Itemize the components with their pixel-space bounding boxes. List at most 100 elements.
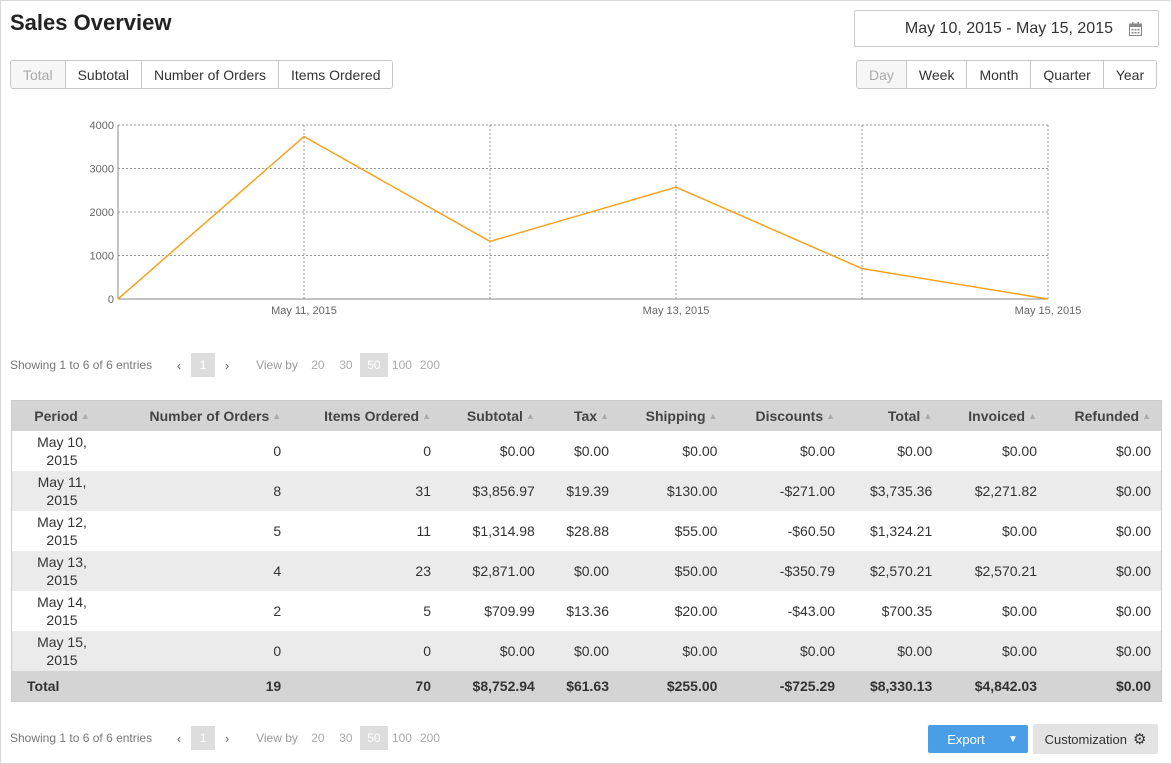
view-by-label: View by (256, 358, 298, 372)
cell-items: 0 (291, 631, 441, 671)
cell-discounts: -$350.79 (727, 551, 846, 591)
cell-orders: 5 (273, 523, 282, 539)
column-header-shipping[interactable]: Shipping ▲ (619, 401, 728, 431)
export-button[interactable]: Export ▼ (928, 725, 1028, 753)
cell-invoiced: $2,271.82 (942, 471, 1048, 511)
cell-refunded: $0.00 (1047, 471, 1161, 511)
next-page-icon[interactable]: › (224, 357, 230, 373)
tab-subtotal[interactable]: Subtotal (64, 61, 141, 88)
page-size-option[interactable]: 30 (339, 358, 353, 372)
calendar-icon[interactable] (1129, 21, 1142, 36)
tab-week[interactable]: Week (905, 61, 967, 88)
page-size-option[interactable]: 100 (391, 731, 412, 745)
cell-subtotal: $709.99 (484, 603, 535, 619)
cell-period: May 13, 2015 (12, 551, 112, 591)
table-row: May 15, 2015 0 0 $0.00 $0.00 $0.00 $0.00 $0.00 $… (12, 631, 1161, 671)
caret-down-icon[interactable]: ▼ (1008, 733, 1018, 745)
cell-total: $1,324.21 (869, 523, 933, 539)
gear-icon: ⚙ (1132, 731, 1147, 748)
totals-shipping: $255.00 (619, 671, 728, 701)
x-tick-label: May 13, 2015 (643, 305, 710, 317)
tab-year[interactable]: Year (1102, 61, 1157, 88)
cell-shipping: $130.00 (619, 471, 728, 511)
cell-period: May 10, 2015 (37, 434, 87, 468)
next-page-icon[interactable]: › (224, 730, 230, 746)
cell-items: 23 (291, 551, 441, 591)
totals-discounts: -$725.29 (727, 671, 846, 701)
y-tick-label: 3000 (90, 164, 114, 176)
page-size-option-active[interactable]: 50 (359, 726, 388, 750)
cell-shipping: $0.00 (619, 631, 728, 671)
page-size-option[interactable]: 20 (311, 731, 325, 745)
series-line-total (117, 135, 1049, 300)
table-row: May 10, 2015 0 0 $0.00 $0.00 $0.00 $0.00 $0.00 $… (12, 431, 1161, 471)
tab-month[interactable]: Month (966, 61, 1031, 88)
page-number[interactable]: 1 (191, 726, 216, 750)
cell-shipping: $20.00 (674, 603, 718, 619)
tab-number-of-orders[interactable]: Number of Orders (140, 61, 278, 88)
page-size-option[interactable]: 100 (391, 358, 412, 372)
cell-refunded: $0.00 (1115, 443, 1151, 459)
pager-bottom: Showing 1 to 6 of 6 entries ‹ 1 › View b… (10, 726, 444, 750)
cell-tax: $0.00 (544, 631, 620, 671)
sort-icon: ▲ (80, 411, 90, 421)
cell-subtotal: $1,314.98 (472, 523, 535, 539)
column-header-invoiced[interactable]: Invoiced ▲ (942, 401, 1048, 431)
column-header-total[interactable]: Total ▲ (845, 401, 943, 431)
tab-items-ordered[interactable]: Items Ordered (278, 61, 393, 88)
sort-icon: ▲ (525, 411, 535, 421)
prev-page-icon[interactable]: ‹ (176, 730, 182, 746)
cell-items: 11 (416, 523, 431, 539)
cell-period: May 14, 2015 (37, 594, 87, 628)
sort-icon: ▲ (422, 411, 431, 421)
page-size-option[interactable]: 200 (419, 731, 440, 745)
tab-day[interactable]: Day (857, 61, 906, 88)
column-header-refunded[interactable]: Refunded ▲ (1047, 401, 1161, 431)
cell-tax: $0.00 (544, 551, 620, 591)
cell-items: 5 (423, 603, 431, 619)
column-header-orders[interactable]: Number of Orders ▲ (112, 401, 292, 431)
entries-info: Showing 1 to 6 of 6 entries (10, 731, 153, 745)
y-tick-label: 2000 (90, 207, 114, 219)
column-header-period[interactable]: Period ▲ (12, 401, 112, 431)
page-size-option[interactable]: 20 (311, 358, 325, 372)
cell-tax: $13.36 (566, 603, 610, 619)
cell-refunded: $0.00 (1047, 631, 1161, 671)
sales-table: Period ▲ Number of Orders ▲ Items Ordered ▲… (11, 400, 1162, 702)
cell-discounts: -$43.00 (787, 603, 836, 619)
cell-invoiced: $2,570.21 (942, 551, 1048, 591)
cell-discounts: -$60.50 (787, 523, 836, 539)
cell-discounts: $0.00 (727, 631, 846, 671)
cell-total: $2,570.21 (845, 551, 943, 591)
prev-page-icon[interactable]: ‹ (176, 357, 182, 373)
column-header-items[interactable]: Items Ordered ▲ (291, 401, 441, 431)
page-size-option[interactable]: 30 (339, 731, 353, 745)
cell-refunded: $0.00 (1047, 551, 1161, 591)
page-size-option-active[interactable]: 50 (359, 353, 388, 377)
sales-line-chart: 0 1000 2000 3000 4000 May 11, 2015 May 13, 201… (90, 120, 1082, 317)
cell-total: $0.00 (897, 443, 933, 459)
totals-tax: $61.63 (544, 671, 620, 701)
cell-refunded: $0.00 (1115, 603, 1151, 619)
sort-icon: ▲ (600, 411, 610, 421)
page-size-option[interactable]: 200 (419, 358, 440, 372)
totals-row: Total 19 70 $8,752.94 $61.63 $255.00 -$7… (12, 671, 1161, 701)
column-header-tax[interactable]: Tax ▲ (544, 401, 620, 431)
cell-discounts: $0.00 (800, 443, 836, 459)
view-by-label: View by (256, 731, 298, 745)
export-label: Export (947, 731, 985, 747)
table-row: May 13, 2015 4 23 $2,871.00 $0.00 $50.00 -$350… (12, 551, 1161, 591)
totals-subtotal: $8,752.94 (441, 671, 545, 701)
customization-button[interactable]: Customization ⚙ (1033, 724, 1158, 754)
totals-invoiced: $4,842.03 (942, 671, 1048, 701)
tab-total[interactable]: Total (11, 61, 65, 88)
page-title: Sales Overview (10, 10, 172, 35)
column-header-discounts[interactable]: Discounts ▲ (727, 401, 846, 431)
tab-quarter[interactable]: Quarter (1030, 61, 1103, 88)
page-number[interactable]: 1 (191, 353, 216, 377)
cell-total: $0.00 (845, 631, 943, 671)
column-header-subtotal[interactable]: Subtotal ▲ (441, 401, 545, 431)
metric-tabs: Total Subtotal Number of Orders Items Or… (10, 60, 394, 89)
date-range-picker[interactable]: May 10, 2015 - May 15, 2015 (854, 10, 1159, 47)
cell-tax: $28.88 (566, 523, 610, 539)
